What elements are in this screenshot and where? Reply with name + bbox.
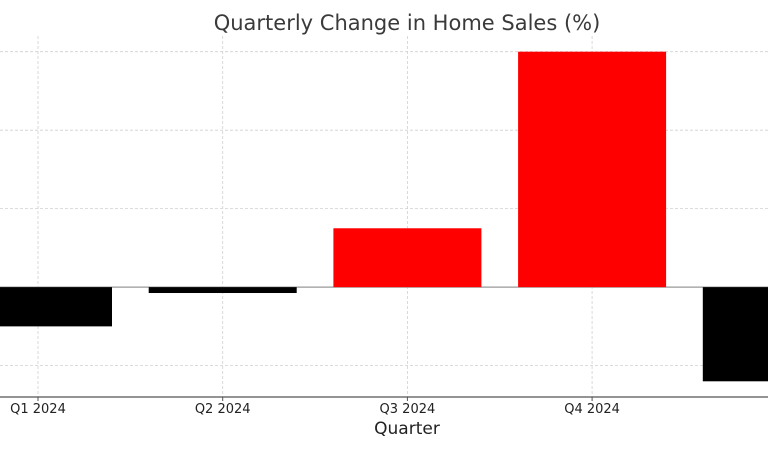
- bar: [518, 51, 667, 288]
- bars: [0, 51, 768, 382]
- bar: [333, 228, 482, 288]
- x-tick-label: Q4 2024: [564, 402, 620, 417]
- x-tick-label: Q2 2024: [195, 402, 251, 417]
- bar: [0, 287, 112, 327]
- chart-title: Quarterly Change in Home Sales (%): [214, 11, 601, 35]
- bar: [702, 287, 768, 382]
- x-tick-label: Q1 2024: [10, 402, 66, 417]
- bar: [148, 287, 297, 294]
- x-tick-label: Q3 2024: [380, 402, 436, 417]
- x-axis-label: Quarter: [374, 419, 440, 439]
